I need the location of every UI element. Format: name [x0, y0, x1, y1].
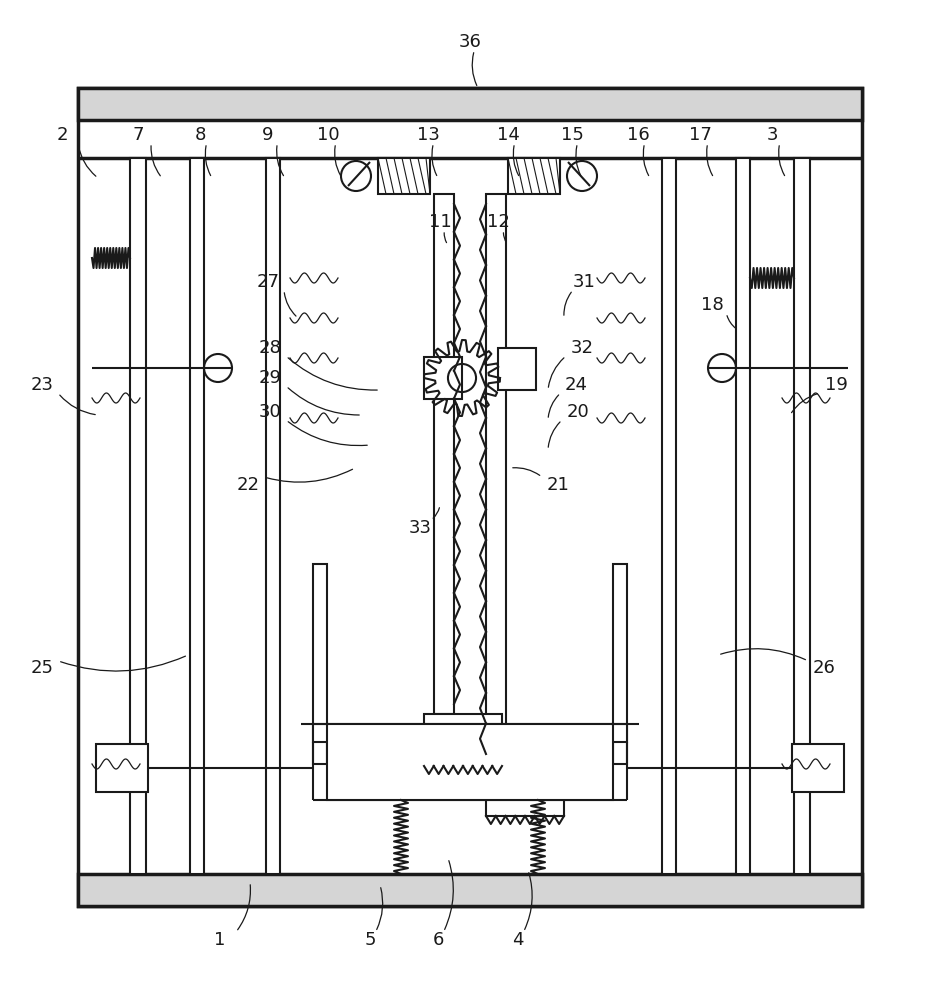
- Text: 27: 27: [257, 273, 279, 291]
- Text: 25: 25: [30, 659, 54, 677]
- Bar: [378, 158, 430, 194]
- Bar: [78, 88, 862, 120]
- Bar: [498, 348, 536, 390]
- Text: 28: 28: [258, 339, 281, 357]
- Bar: [486, 764, 564, 816]
- Text: 1: 1: [214, 931, 226, 949]
- Text: 21: 21: [546, 476, 570, 494]
- Text: 32: 32: [571, 339, 593, 357]
- Bar: [736, 158, 750, 874]
- Text: 18: 18: [700, 296, 724, 314]
- Text: 10: 10: [317, 126, 339, 144]
- Bar: [313, 564, 327, 764]
- Bar: [424, 357, 462, 399]
- Text: 29: 29: [258, 369, 281, 387]
- Bar: [327, 724, 613, 800]
- Text: 12: 12: [487, 213, 509, 231]
- Bar: [78, 874, 862, 906]
- Bar: [792, 744, 844, 792]
- Text: 33: 33: [409, 519, 431, 537]
- Bar: [613, 564, 627, 764]
- Bar: [434, 194, 454, 714]
- Text: 30: 30: [258, 403, 281, 421]
- Text: 15: 15: [560, 126, 584, 144]
- Text: 17: 17: [689, 126, 712, 144]
- Text: 11: 11: [429, 213, 451, 231]
- Text: 6: 6: [432, 931, 444, 949]
- Bar: [78, 88, 862, 906]
- Bar: [190, 158, 204, 874]
- Text: 20: 20: [567, 403, 589, 421]
- Text: 3: 3: [766, 126, 777, 144]
- Text: 31: 31: [572, 273, 595, 291]
- Text: 4: 4: [512, 931, 524, 949]
- Text: 16: 16: [627, 126, 650, 144]
- Bar: [424, 714, 502, 766]
- Bar: [662, 158, 676, 874]
- Text: 24: 24: [565, 376, 588, 394]
- Text: 8: 8: [195, 126, 206, 144]
- Text: 22: 22: [237, 476, 259, 494]
- Text: 5: 5: [365, 931, 376, 949]
- Bar: [266, 158, 280, 874]
- Text: 7: 7: [133, 126, 144, 144]
- Bar: [96, 744, 148, 792]
- Text: 2: 2: [56, 126, 68, 144]
- Text: 36: 36: [459, 33, 481, 51]
- Bar: [508, 158, 560, 194]
- Text: 13: 13: [416, 126, 439, 144]
- Bar: [486, 194, 506, 764]
- Bar: [794, 158, 810, 874]
- Text: 9: 9: [262, 126, 274, 144]
- Text: 26: 26: [812, 659, 836, 677]
- Text: 14: 14: [496, 126, 520, 144]
- Bar: [130, 158, 146, 874]
- Bar: [313, 724, 627, 742]
- Text: 23: 23: [30, 376, 54, 394]
- Text: 19: 19: [824, 376, 848, 394]
